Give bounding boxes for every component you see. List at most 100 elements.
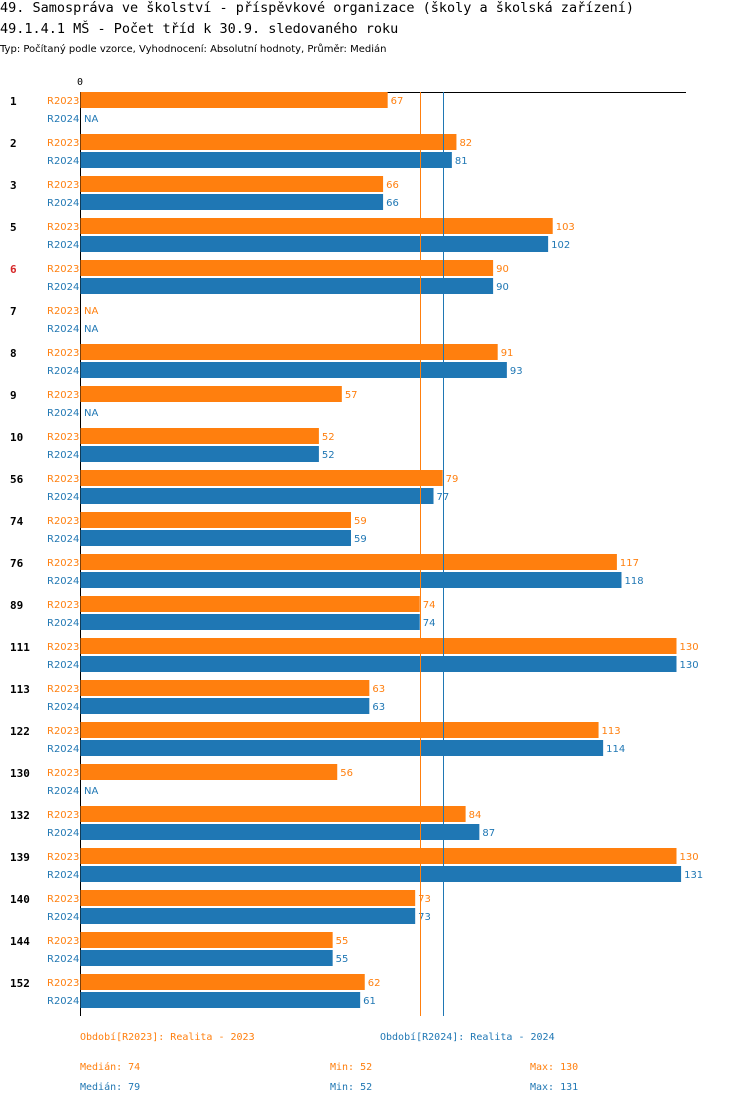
- value-label-r2023-8: 91: [501, 348, 514, 359]
- bar-r2024-152: [80, 992, 361, 1008]
- value-label-r2023-111: 130: [680, 642, 699, 653]
- value-label-r2023-74: 59: [354, 516, 367, 527]
- series-label-r2024-132: R2024: [47, 828, 79, 839]
- series-label-r2024-6: R2024: [47, 282, 79, 293]
- bar-r2024-122: [80, 740, 604, 756]
- bar-r2023-56: [80, 470, 443, 486]
- value-label-r2024-122: 114: [606, 744, 625, 755]
- value-label-r2023-5: 103: [556, 222, 575, 233]
- category-label-2: 2: [10, 137, 17, 150]
- chart-subtitle-indicator: 49.1.4.1 MŠ - Počet tříd k 30.9. sledova…: [0, 21, 399, 37]
- bar-r2023-8: [80, 344, 498, 360]
- series-label-r2024-9: R2024: [47, 408, 79, 419]
- bar-r2024-111: [80, 656, 677, 672]
- series-label-r2024-152: R2024: [47, 996, 79, 1007]
- series-label-r2023-8: R2023: [47, 348, 79, 359]
- series-label-r2024-5: R2024: [47, 240, 79, 251]
- series-label-r2023-152: R2023: [47, 978, 79, 989]
- bar-r2023-1: [80, 92, 388, 108]
- bar-r2024-132: [80, 824, 480, 840]
- value-label-r2023-144: 55: [336, 936, 349, 947]
- bar-r2024-10: [80, 446, 319, 462]
- bar-r2023-130: [80, 764, 338, 780]
- value-label-r2023-140: 73: [418, 894, 431, 905]
- series-label-r2023-132: R2023: [47, 810, 79, 821]
- bar-r2024-89: [80, 614, 420, 630]
- bar-r2024-139: [80, 866, 682, 882]
- value-label-r2023-6: 90: [496, 264, 509, 275]
- series-label-r2024-10: R2024: [47, 450, 79, 461]
- value-label-r2024-6: 90: [496, 282, 509, 293]
- bar-r2023-152: [80, 974, 365, 990]
- category-label-7: 7: [10, 305, 17, 318]
- bar-r2023-140: [80, 890, 416, 906]
- category-label-111: 111: [10, 641, 30, 654]
- bar-r2024-8: [80, 362, 507, 378]
- series-label-r2024-139: R2024: [47, 870, 79, 881]
- series-label-r2024-144: R2024: [47, 954, 79, 965]
- category-label-9: 9: [10, 389, 17, 402]
- value-label-r2023-3: 66: [386, 180, 399, 191]
- series-label-r2023-6: R2023: [47, 264, 79, 275]
- value-label-r2024-111: 130: [680, 660, 699, 671]
- series-label-r2024-56: R2024: [47, 492, 79, 503]
- value-label-r2023-76: 117: [620, 558, 639, 569]
- category-label-113: 113: [10, 683, 30, 696]
- series-label-r2024-1: R2024: [47, 114, 79, 125]
- value-label-r2023-122: 113: [602, 726, 621, 737]
- value-label-r2023-152: 62: [368, 978, 381, 989]
- x-axis-zero-label: 0: [77, 77, 83, 88]
- na-label-r2024-1: NA: [84, 114, 98, 125]
- value-label-r2024-56: 77: [437, 492, 450, 503]
- series-label-r2023-122: R2023: [47, 726, 79, 737]
- value-label-r2024-132: 87: [482, 828, 495, 839]
- category-label-8: 8: [10, 347, 17, 360]
- series-label-r2024-122: R2024: [47, 744, 79, 755]
- series-label-r2023-139: R2023: [47, 852, 79, 863]
- value-label-r2024-8: 93: [510, 366, 523, 377]
- series-label-r2023-1: R2023: [47, 96, 79, 107]
- series-label-r2023-7: R2023: [47, 306, 79, 317]
- category-label-5: 5: [10, 221, 17, 234]
- bar-r2023-132: [80, 806, 466, 822]
- value-label-r2023-89: 74: [423, 600, 436, 611]
- value-label-r2024-76: 118: [624, 576, 643, 587]
- series-label-r2024-140: R2024: [47, 912, 79, 923]
- bar-r2023-10: [80, 428, 319, 444]
- value-label-r2024-74: 59: [354, 534, 367, 545]
- series-label-r2024-7: R2024: [47, 324, 79, 335]
- series-label-r2023-2: R2023: [47, 138, 79, 149]
- category-label-74: 74: [10, 515, 24, 528]
- value-label-r2023-113: 63: [372, 684, 385, 695]
- bar-r2023-113: [80, 680, 370, 696]
- category-label-56: 56: [10, 473, 24, 486]
- value-label-r2023-56: 79: [446, 474, 459, 485]
- series-label-r2023-9: R2023: [47, 390, 79, 401]
- bar-r2024-2: [80, 152, 452, 168]
- series-label-r2024-130: R2024: [47, 786, 79, 797]
- series-label-r2023-74: R2023: [47, 516, 79, 527]
- bar-r2024-6: [80, 278, 494, 294]
- category-label-122: 122: [10, 725, 30, 738]
- value-label-r2024-2: 81: [455, 156, 468, 167]
- bar-r2024-76: [80, 572, 622, 588]
- value-label-r2024-89: 74: [423, 618, 436, 629]
- value-label-r2024-139: 131: [684, 870, 703, 881]
- bar-r2024-56: [80, 488, 434, 504]
- series-label-r2024-3: R2024: [47, 198, 79, 209]
- bar-r2024-113: [80, 698, 370, 714]
- series-label-r2023-56: R2023: [47, 474, 79, 485]
- series-label-r2024-76: R2024: [47, 576, 79, 587]
- series-label-r2023-130: R2023: [47, 768, 79, 779]
- legend-r2023: Období[R2023]: Realita - 2023: [80, 1032, 255, 1043]
- series-label-r2023-5: R2023: [47, 222, 79, 233]
- legend-r2024: Období[R2024]: Realita - 2024: [380, 1032, 555, 1043]
- stat-min-r2023: Min: 52: [330, 1062, 373, 1073]
- series-label-r2024-74: R2024: [47, 534, 79, 545]
- series-label-r2024-2: R2024: [47, 156, 79, 167]
- stat-max-r2024: Max: 131: [530, 1082, 579, 1093]
- category-label-89: 89: [10, 599, 23, 612]
- series-label-r2023-3: R2023: [47, 180, 79, 191]
- series-label-r2024-111: R2024: [47, 660, 79, 671]
